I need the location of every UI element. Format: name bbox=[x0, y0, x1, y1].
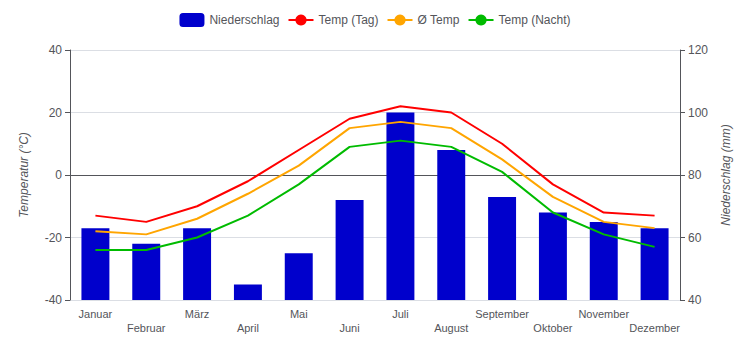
svg-text:40: 40 bbox=[49, 43, 63, 57]
svg-text:Niederschlag (mm): Niederschlag (mm) bbox=[719, 124, 733, 225]
svg-text:April: April bbox=[237, 322, 259, 334]
svg-text:September: September bbox=[475, 308, 529, 320]
svg-text:Mai: Mai bbox=[290, 308, 308, 320]
svg-text:Ø Temp: Ø Temp bbox=[418, 13, 460, 27]
svg-text:40: 40 bbox=[688, 293, 702, 307]
svg-text:März: März bbox=[185, 308, 209, 320]
svg-text:120: 120 bbox=[688, 43, 708, 57]
svg-text:Temperatur (°C): Temperatur (°C) bbox=[17, 132, 31, 218]
svg-text:August: August bbox=[434, 322, 468, 334]
svg-text:-40: -40 bbox=[45, 293, 63, 307]
svg-text:60: 60 bbox=[688, 231, 702, 245]
svg-text:Januar: Januar bbox=[79, 308, 113, 320]
svg-text:Oktober: Oktober bbox=[533, 322, 572, 334]
svg-text:100: 100 bbox=[688, 106, 708, 120]
svg-text:20: 20 bbox=[49, 106, 63, 120]
svg-text:Juni: Juni bbox=[339, 322, 359, 334]
svg-text:Juli: Juli bbox=[392, 308, 409, 320]
svg-text:0: 0 bbox=[55, 168, 62, 182]
svg-text:Temp (Tag): Temp (Tag) bbox=[318, 13, 378, 27]
svg-text:-20: -20 bbox=[45, 231, 63, 245]
svg-text:Februar: Februar bbox=[127, 322, 166, 334]
svg-text:Temp (Nacht): Temp (Nacht) bbox=[499, 13, 571, 27]
svg-text:November: November bbox=[578, 308, 629, 320]
svg-text:Niederschlag: Niederschlag bbox=[209, 13, 279, 27]
svg-text:80: 80 bbox=[688, 168, 702, 182]
svg-text:Dezember: Dezember bbox=[629, 322, 680, 334]
